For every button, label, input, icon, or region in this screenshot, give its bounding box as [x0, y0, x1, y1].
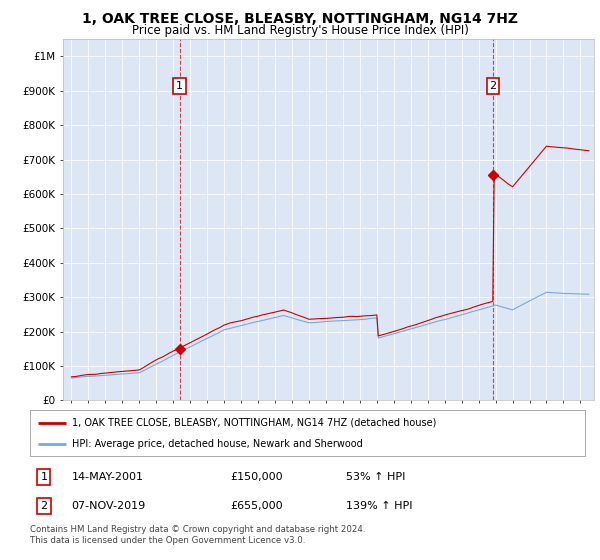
Text: £150,000: £150,000: [230, 472, 283, 482]
Text: 1, OAK TREE CLOSE, BLEASBY, NOTTINGHAM, NG14 7HZ: 1, OAK TREE CLOSE, BLEASBY, NOTTINGHAM, …: [82, 12, 518, 26]
Text: 1, OAK TREE CLOSE, BLEASBY, NOTTINGHAM, NG14 7HZ (detached house): 1, OAK TREE CLOSE, BLEASBY, NOTTINGHAM, …: [71, 418, 436, 428]
Text: 1: 1: [40, 472, 47, 482]
Text: 53% ↑ HPI: 53% ↑ HPI: [346, 472, 406, 482]
Text: 139% ↑ HPI: 139% ↑ HPI: [346, 501, 413, 511]
Text: 2: 2: [490, 81, 497, 91]
Text: £655,000: £655,000: [230, 501, 283, 511]
Text: 1: 1: [176, 81, 183, 91]
Text: Price paid vs. HM Land Registry's House Price Index (HPI): Price paid vs. HM Land Registry's House …: [131, 24, 469, 37]
Text: Contains HM Land Registry data © Crown copyright and database right 2024.
This d: Contains HM Land Registry data © Crown c…: [30, 525, 365, 545]
Text: 2: 2: [40, 501, 47, 511]
Text: HPI: Average price, detached house, Newark and Sherwood: HPI: Average price, detached house, Newa…: [71, 439, 362, 449]
Text: 14-MAY-2001: 14-MAY-2001: [71, 472, 143, 482]
Text: 07-NOV-2019: 07-NOV-2019: [71, 501, 146, 511]
